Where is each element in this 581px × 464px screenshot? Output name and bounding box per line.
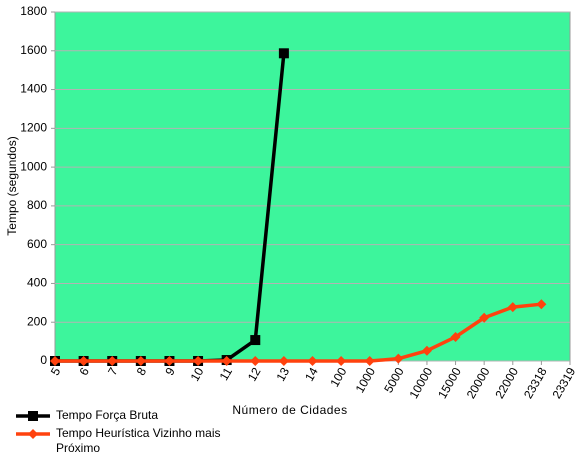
marker: [278, 48, 289, 59]
marker: [164, 356, 175, 366]
x-tick-label: 23319: [550, 365, 579, 401]
y-tick-label: 600: [27, 237, 47, 251]
x-tick-label: 13: [273, 365, 292, 384]
legend-marker: [28, 411, 38, 421]
legend-marker: [28, 429, 38, 439]
x-tick-label: 20000: [464, 365, 493, 401]
marker: [307, 356, 318, 366]
legend-swatch: [16, 429, 50, 439]
plot-area: [54, 11, 571, 362]
marker: [536, 299, 547, 310]
marker: [278, 356, 289, 366]
y-tick-label: 1600: [20, 43, 47, 57]
marker: [336, 356, 347, 366]
x-tick-label: 10000: [406, 365, 435, 401]
legend-item: Tempo Heurística Vizinho mais Próximo: [16, 426, 246, 456]
marker: [393, 353, 404, 364]
x-tick-label: 7: [105, 365, 121, 378]
marker: [450, 331, 461, 342]
marker: [107, 356, 118, 366]
y-tick-label: 200: [27, 314, 47, 328]
x-axis-title: Número de Cidades: [232, 403, 347, 417]
x-tick-label: 5000: [381, 365, 407, 395]
x-tick-label: 1000: [353, 365, 379, 395]
marker: [421, 345, 432, 356]
y-tick-label: 800: [27, 198, 47, 212]
legend: Tempo Força Bruta Tempo Heurística Vizinh…: [16, 408, 246, 459]
x-tick-label: 14: [302, 365, 321, 384]
marker: [507, 302, 518, 313]
y-tick-label: 1200: [20, 121, 47, 135]
marker: [135, 356, 146, 366]
y-axis-title: Tempo (segundos): [5, 136, 19, 235]
x-tick-label: 6: [76, 365, 92, 378]
marker: [364, 356, 375, 366]
x-tick-label: 9: [162, 365, 178, 378]
x-tick-label: 100: [327, 365, 349, 390]
marker: [479, 312, 490, 323]
x-tick-label: 8: [134, 365, 150, 378]
marker: [193, 356, 204, 366]
y-tick-label: 1000: [20, 159, 47, 173]
legend-label: Tempo Heurística Vizinho mais Próximo: [56, 426, 221, 455]
x-tick-label: 12: [245, 365, 264, 384]
x-tick-label: 5: [48, 365, 64, 378]
marker: [78, 356, 89, 366]
y-tick-label: 400: [27, 276, 47, 290]
y-tick-label: 1400: [20, 82, 47, 96]
x-tick-label: 10: [188, 365, 207, 384]
x-tick-label: 15000: [435, 365, 464, 401]
legend-item: Tempo Força Bruta: [16, 408, 246, 423]
legend-label: Tempo Força Bruta: [56, 408, 159, 422]
marker: [250, 335, 261, 346]
marker: [221, 356, 232, 366]
legend-swatch: [16, 411, 50, 421]
marker: [250, 356, 261, 366]
x-tick-label: 11: [217, 365, 236, 383]
marker: [50, 356, 60, 366]
x-tick-label: 22000: [492, 365, 521, 401]
x-tick-label: 23318: [521, 365, 550, 401]
y-tick-label: 0: [40, 353, 47, 367]
y-tick-label: 1800: [20, 4, 47, 18]
